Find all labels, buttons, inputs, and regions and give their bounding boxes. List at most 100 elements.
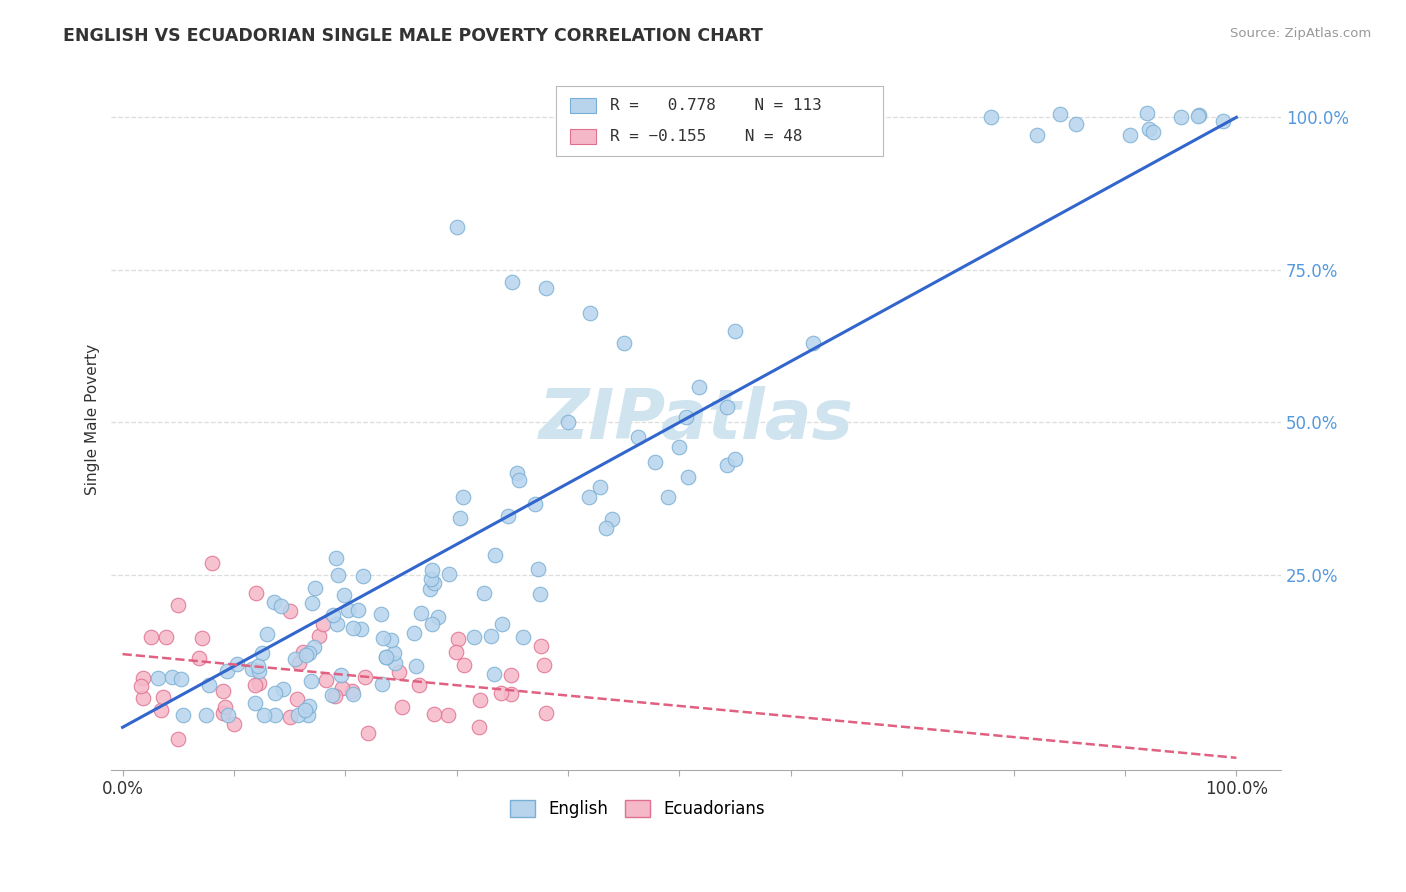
Point — [256, 627, 278, 641]
Point — [172, 708, 194, 723]
Point — [801, 336, 824, 351]
Point — [524, 497, 547, 511]
Point — [329, 667, 352, 681]
Point — [595, 521, 617, 535]
Point — [437, 567, 460, 582]
Point — [240, 662, 263, 676]
Point — [409, 606, 432, 620]
Point — [247, 659, 270, 673]
Point — [350, 622, 373, 636]
Point — [491, 616, 513, 631]
Point — [308, 629, 330, 643]
Point — [245, 678, 267, 692]
Point — [437, 707, 460, 722]
Point — [533, 658, 555, 673]
Point — [1137, 122, 1160, 136]
Text: ENGLISH VS ECUADORIAN SINGLE MALE POVERTY CORRELATION CHART: ENGLISH VS ECUADORIAN SINGLE MALE POVERT… — [63, 27, 763, 45]
Point — [298, 699, 321, 714]
Point — [371, 677, 394, 691]
Point — [294, 703, 316, 717]
Point — [508, 474, 530, 488]
Point — [195, 708, 218, 723]
Point — [1187, 109, 1209, 123]
Point — [278, 604, 301, 618]
Point — [491, 686, 513, 700]
Point — [1135, 106, 1157, 120]
Text: R = −0.155    N = 48: R = −0.155 N = 48 — [610, 129, 803, 145]
Point — [578, 491, 600, 505]
Point — [463, 630, 485, 644]
Point — [1119, 128, 1142, 142]
Point — [326, 567, 349, 582]
Point — [579, 305, 602, 319]
Point — [222, 717, 245, 731]
Point — [600, 512, 623, 526]
Point — [325, 550, 347, 565]
Point — [501, 668, 523, 682]
Point — [150, 703, 173, 717]
Point — [451, 490, 474, 504]
Point — [333, 588, 356, 602]
Point — [297, 708, 319, 723]
Point — [420, 616, 443, 631]
Point — [423, 575, 446, 590]
FancyBboxPatch shape — [555, 86, 883, 156]
Point — [225, 657, 247, 671]
Point — [167, 732, 190, 747]
Point — [212, 684, 235, 698]
Point — [287, 708, 309, 723]
Point — [155, 630, 177, 644]
Point — [298, 646, 321, 660]
Point — [423, 706, 446, 721]
Point — [675, 410, 697, 425]
Point — [322, 608, 344, 623]
Point — [294, 648, 316, 663]
Point — [1142, 125, 1164, 139]
Point — [354, 670, 377, 684]
Point — [388, 665, 411, 680]
Point — [589, 480, 612, 494]
Point — [375, 649, 398, 664]
Point — [312, 616, 335, 631]
Point — [1064, 117, 1087, 131]
Point — [980, 111, 1002, 125]
Point — [323, 690, 346, 704]
Point — [1188, 108, 1211, 122]
Point — [644, 455, 666, 469]
Point — [534, 281, 557, 295]
Point — [724, 451, 747, 466]
Point — [152, 690, 174, 704]
Point — [1049, 106, 1071, 120]
Point — [336, 603, 359, 617]
Point — [243, 696, 266, 710]
Point — [716, 458, 738, 472]
Point — [506, 467, 529, 481]
Point — [190, 632, 212, 646]
Point — [263, 595, 285, 609]
Point — [264, 686, 287, 700]
Point — [148, 671, 170, 685]
Point — [342, 621, 364, 635]
Point — [214, 699, 236, 714]
Point — [211, 706, 233, 720]
Point — [139, 631, 162, 645]
Point — [291, 645, 314, 659]
Point — [404, 625, 426, 640]
Point — [446, 220, 468, 235]
Point — [170, 672, 193, 686]
Point — [627, 430, 650, 444]
Point — [278, 709, 301, 723]
Point — [217, 664, 239, 678]
Point — [1212, 114, 1234, 128]
Point — [688, 380, 710, 394]
Point — [512, 630, 534, 644]
Point — [501, 275, 523, 289]
Point — [347, 603, 370, 617]
Point — [198, 677, 221, 691]
Point — [527, 562, 550, 576]
Point — [304, 581, 326, 595]
Point — [252, 647, 274, 661]
Point — [270, 599, 292, 614]
Point — [613, 336, 636, 351]
Point — [420, 572, 443, 586]
